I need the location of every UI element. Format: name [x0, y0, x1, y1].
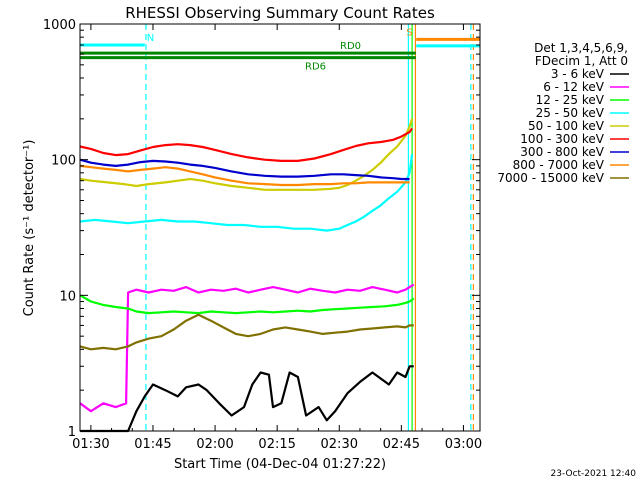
x-axis-label: Start Time (04-Dec-04 01:27:22) — [174, 457, 386, 472]
series-line-5 — [79, 127, 414, 162]
chart-title: RHESSI Observing Summary Count Rates — [125, 4, 435, 22]
legend-label-8: 7000 - 15000 keV — [497, 171, 604, 185]
x-axis: 01:30 01:45 02:00 02:15 02:30 02:45 03:00 — [72, 24, 482, 452]
legend-label-1: 6 - 12 keV — [543, 80, 605, 94]
legend-label-3: 25 - 50 keV — [536, 106, 605, 120]
plot-frame — [79, 23, 481, 432]
flag-label-1: RD0 — [340, 41, 361, 52]
series-line-2 — [79, 294, 415, 315]
x-tick-label-4: 02:30 — [321, 437, 358, 452]
legend-header-0: Det 1,3,4,5,6,9, — [534, 41, 628, 55]
legend-label-0: 3 - 6 keV — [551, 67, 605, 81]
x-tick-label-1: 01:45 — [134, 437, 171, 452]
plot-content — [79, 24, 474, 433]
x-tick-label-0: 01:30 — [72, 437, 109, 452]
series-line-4 — [79, 118, 414, 191]
legend-label-2: 12 - 25 keV — [536, 93, 605, 107]
series-line-1 — [79, 283, 415, 413]
y-tick-label-0: 1 — [68, 425, 76, 440]
flag-label-3: S — [406, 27, 412, 38]
x-tick-label-2: 02:00 — [196, 437, 233, 452]
y-tick-label-1: 10 — [59, 289, 76, 304]
legend-header-1: FDecim 1, Att 0 — [535, 54, 628, 68]
legend-label-4: 50 - 100 keV — [528, 119, 605, 133]
footer-date: 23-Oct-2021 12:40 — [551, 469, 637, 479]
series-line-6 — [79, 158, 410, 181]
x-tick-label-3: 02:15 — [258, 437, 295, 452]
y-axis: 1 10 100 1000 — [43, 18, 480, 440]
flag-bars: N RD0 RD6 S — [80, 27, 480, 73]
series-line-8 — [79, 313, 414, 351]
x-tick-label-6: 03:00 — [445, 437, 482, 452]
series-line-0 — [80, 365, 414, 433]
flag-label-2: RD6 — [305, 62, 326, 73]
series-line-7 — [79, 164, 410, 187]
y-tick-label-2: 100 — [51, 154, 76, 169]
series-line-3 — [79, 153, 414, 232]
legend-label-7: 800 - 7000 keV — [513, 158, 605, 172]
flag-label-0: N — [147, 33, 154, 44]
y-tick-label-3: 1000 — [43, 18, 76, 33]
x-tick-label-5: 02:45 — [383, 437, 420, 452]
legend-label-5: 100 - 300 keV — [520, 132, 604, 146]
legend: Det 1,3,4,5,6,9,FDecim 1, Att 03 - 6 keV… — [497, 41, 629, 185]
legend-label-6: 300 - 800 keV — [520, 145, 604, 159]
y-axis-label: Count Rate (s⁻¹ detector⁻¹) — [22, 140, 37, 317]
